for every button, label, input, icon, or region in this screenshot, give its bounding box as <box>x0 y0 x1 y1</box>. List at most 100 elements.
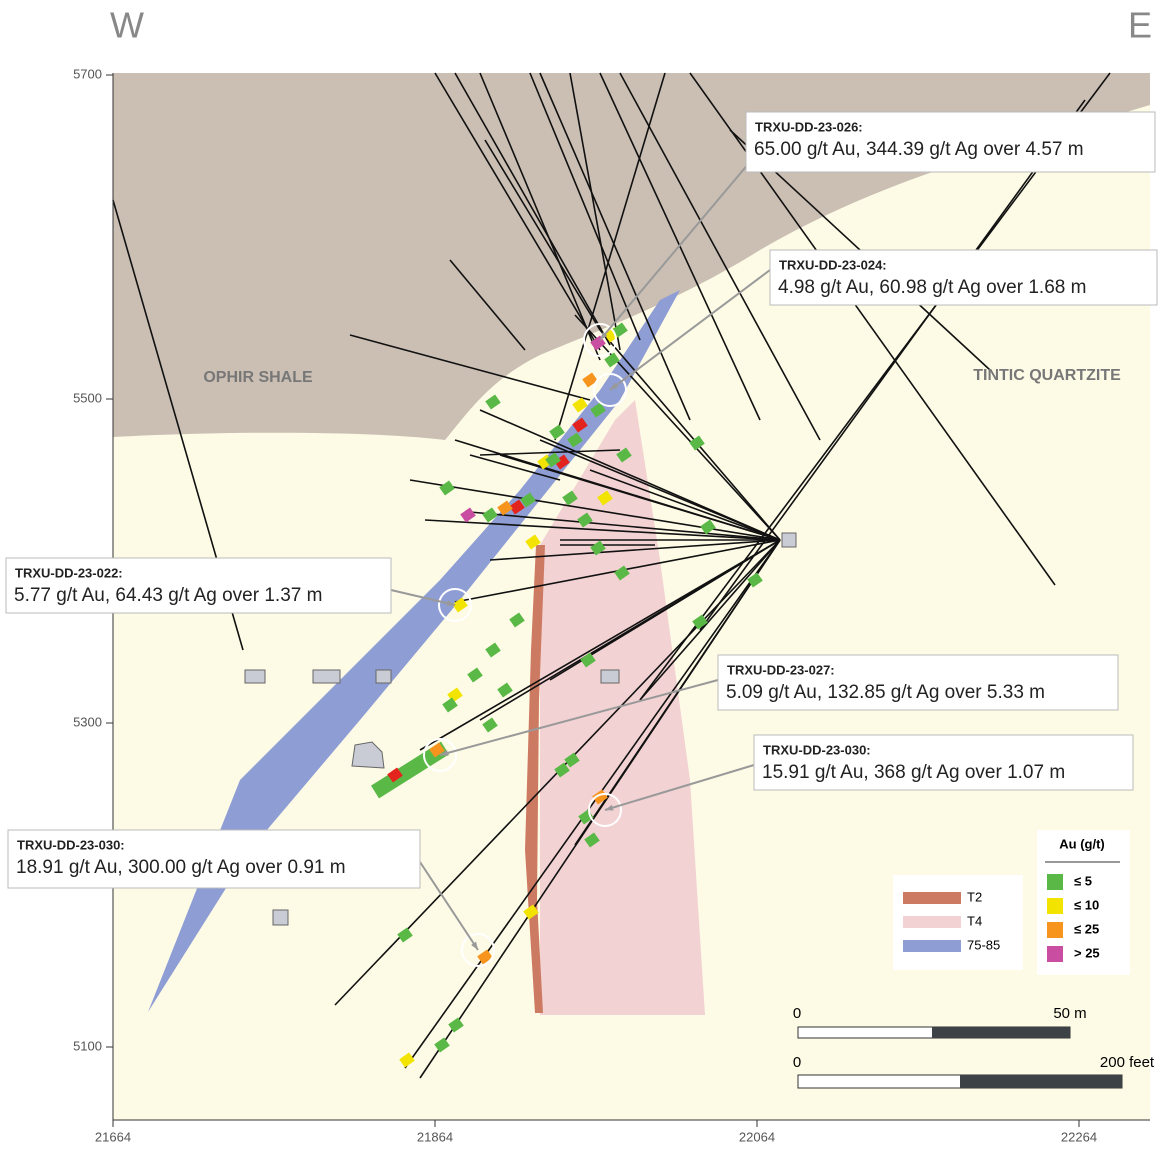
highlight-ring <box>438 588 472 622</box>
drill-hole <box>469 511 781 541</box>
callout-result: 18.91 g/t Au, 300.00 g/t Ag over 0.91 m <box>16 857 346 878</box>
west-label: W <box>110 5 144 46</box>
drill-hole <box>419 539 781 751</box>
sample <box>577 512 593 528</box>
sample <box>545 452 561 468</box>
scale-label: 0 <box>793 1005 801 1022</box>
sample <box>482 717 498 733</box>
callout-arrow <box>609 269 771 391</box>
sample <box>700 519 716 535</box>
drill-hole <box>454 72 611 346</box>
ore-interval <box>371 741 449 799</box>
callout-hole: TRXU-DD-23-030: <box>763 742 871 757</box>
sample <box>520 492 536 508</box>
sample <box>590 540 606 556</box>
legend-label: 75-85 <box>967 937 1000 952</box>
highlight-ring <box>583 323 617 357</box>
sample <box>604 352 620 368</box>
sample <box>564 752 580 768</box>
zone-75-85 <box>148 290 680 1012</box>
sample <box>477 949 493 965</box>
sample <box>387 767 403 783</box>
sample <box>452 597 468 613</box>
structure <box>600 669 620 684</box>
callout-arrow <box>604 764 755 811</box>
sample <box>549 424 565 440</box>
sample <box>554 454 570 470</box>
y-tick-label: 5500 <box>73 390 102 405</box>
drill-hole <box>449 259 526 351</box>
highlight-ring <box>423 738 457 772</box>
sample <box>590 402 606 418</box>
legend-swatch <box>903 892 961 904</box>
arrow-head <box>610 382 619 390</box>
arrow-head <box>605 804 614 811</box>
sample <box>429 742 445 758</box>
arrow-head <box>440 750 449 756</box>
unit-label: TINTIC QUARTZITE <box>973 367 1121 384</box>
drill-hole <box>554 72 666 441</box>
drill-hole <box>469 454 561 481</box>
sample <box>482 507 498 523</box>
sample <box>448 1017 464 1033</box>
callout-box <box>745 111 1156 173</box>
sample <box>460 507 476 523</box>
callout-box <box>7 829 421 889</box>
drill-hole <box>569 72 621 351</box>
au-label: ≤ 10 <box>1074 897 1099 912</box>
legend-label: T2 <box>967 889 982 904</box>
unit-label: OPHIR SHALE <box>203 369 313 386</box>
sample <box>567 432 583 448</box>
callout-box <box>5 557 392 614</box>
x-tick-label: 21864 <box>417 1129 453 1144</box>
callout-arrow <box>599 149 761 341</box>
drill-hole <box>349 334 591 401</box>
structure <box>312 669 341 684</box>
structure <box>375 669 392 684</box>
sample <box>509 612 525 628</box>
callout-hole: TRXU-DD-23-027: <box>727 662 835 677</box>
arrow-head <box>471 941 478 950</box>
scale-label: 0 <box>793 1054 801 1071</box>
y-tick-label: 5700 <box>73 66 102 81</box>
callout-hole: TRXU-DD-23-022: <box>15 565 123 580</box>
drill-hole <box>454 439 781 541</box>
callout-result: 65.00 g/t Au, 344.39 g/t Ag over 4.57 m <box>754 139 1084 160</box>
drill-hole <box>639 539 781 701</box>
drill-hole <box>539 72 691 421</box>
sample <box>497 682 513 698</box>
callout-box <box>717 654 1119 711</box>
drill-hole <box>484 139 601 331</box>
structure <box>781 532 797 548</box>
callout-arrow <box>439 679 719 756</box>
drill-hole <box>599 329 781 541</box>
x-tick-label: 21664 <box>95 1129 131 1144</box>
sample <box>584 832 600 848</box>
sample <box>525 534 541 550</box>
samples <box>387 322 763 1068</box>
callout-hole: TRXU-DD-23-026: <box>755 119 863 134</box>
callout-result: 5.09 g/t Au, 132.85 g/t Ag over 5.33 m <box>726 682 1045 703</box>
sample <box>562 490 578 506</box>
sample <box>554 762 570 778</box>
t2-zone <box>525 545 545 1013</box>
callout-box <box>753 734 1134 791</box>
scale-bar-fill <box>960 1075 1122 1088</box>
callouts: TRXU-DD-23-026: 65.00 g/t Au, 344.39 g/t … <box>5 111 1158 967</box>
drill-hole <box>589 469 781 541</box>
sample <box>572 417 588 433</box>
sample <box>689 435 705 451</box>
sample <box>582 372 598 388</box>
drill-hole <box>539 439 781 541</box>
sample <box>485 642 501 658</box>
sample <box>580 652 596 668</box>
au-swatch <box>1047 874 1063 890</box>
scale-label: 200 feet <box>1100 1054 1155 1071</box>
east-label: E <box>1128 5 1152 46</box>
sample <box>434 1037 450 1053</box>
highlight-ring <box>461 933 495 967</box>
callout-result: 15.91 g/t Au, 368 g/t Ag over 1.07 m <box>762 762 1065 783</box>
y-tick-label: 5300 <box>73 714 102 729</box>
callout-arrow <box>419 861 479 951</box>
